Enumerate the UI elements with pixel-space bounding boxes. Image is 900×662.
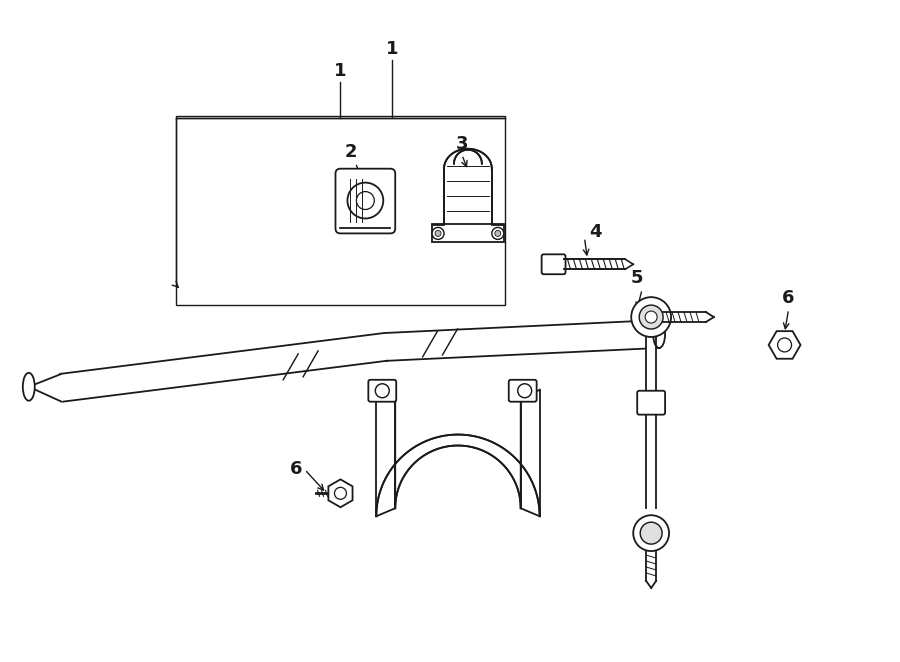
Text: 1: 1 — [334, 62, 346, 80]
FancyBboxPatch shape — [637, 391, 665, 414]
Circle shape — [495, 230, 500, 236]
Bar — [176, 118, 505, 305]
Polygon shape — [376, 390, 395, 516]
Polygon shape — [29, 374, 61, 402]
Ellipse shape — [22, 373, 35, 401]
Circle shape — [634, 515, 669, 551]
Polygon shape — [521, 390, 540, 516]
Circle shape — [631, 297, 671, 337]
FancyBboxPatch shape — [336, 169, 395, 234]
Polygon shape — [444, 149, 491, 226]
Circle shape — [518, 384, 532, 398]
Polygon shape — [384, 320, 660, 361]
FancyBboxPatch shape — [508, 380, 536, 402]
Circle shape — [347, 183, 383, 218]
Text: 3: 3 — [455, 135, 468, 153]
Text: 4: 4 — [590, 223, 602, 242]
Bar — [432, 224, 504, 242]
Circle shape — [375, 384, 390, 398]
Polygon shape — [376, 434, 540, 516]
Circle shape — [335, 487, 346, 499]
Text: 2: 2 — [344, 143, 356, 161]
Circle shape — [491, 228, 504, 240]
Circle shape — [639, 305, 663, 329]
Circle shape — [432, 228, 444, 240]
Polygon shape — [646, 551, 656, 581]
Text: 5: 5 — [631, 269, 644, 287]
FancyBboxPatch shape — [542, 254, 565, 274]
Text: 1: 1 — [386, 40, 399, 58]
Circle shape — [778, 338, 792, 352]
Text: 6: 6 — [290, 460, 302, 479]
Polygon shape — [563, 260, 625, 269]
Circle shape — [645, 311, 657, 323]
Polygon shape — [663, 312, 706, 322]
Polygon shape — [646, 337, 656, 508]
FancyBboxPatch shape — [368, 380, 396, 402]
Circle shape — [640, 522, 662, 544]
Ellipse shape — [653, 320, 665, 348]
Circle shape — [435, 230, 441, 236]
Text: 6: 6 — [782, 289, 795, 307]
Polygon shape — [60, 333, 387, 402]
